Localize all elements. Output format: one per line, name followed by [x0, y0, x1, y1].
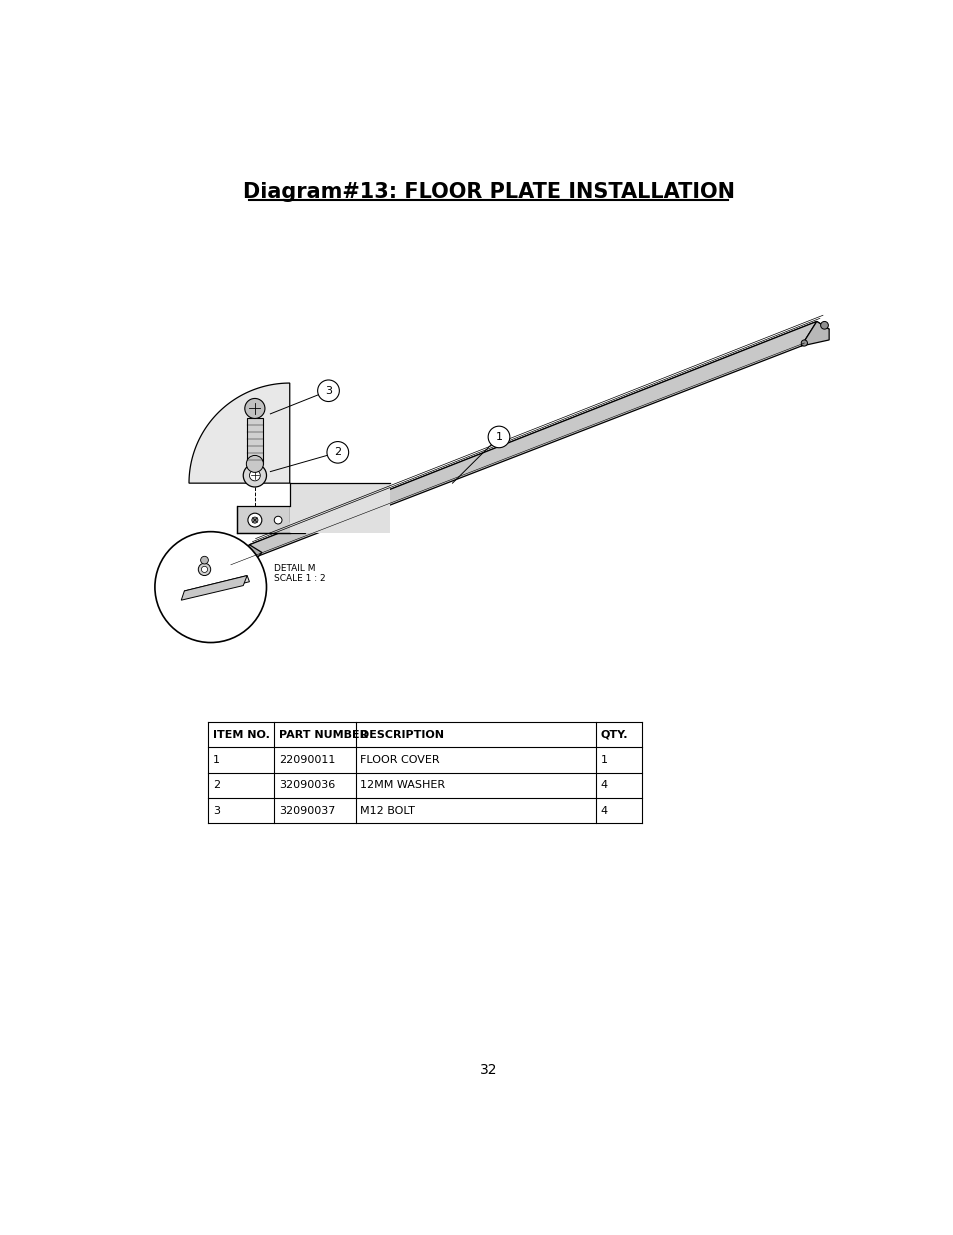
Text: 32: 32: [479, 1063, 497, 1077]
Polygon shape: [236, 506, 305, 534]
Text: Diagram#13: FLOOR PLATE INSTALLATION: Diagram#13: FLOOR PLATE INSTALLATION: [243, 182, 734, 203]
Text: 2: 2: [213, 781, 220, 790]
Polygon shape: [181, 576, 247, 600]
Circle shape: [488, 426, 509, 448]
Circle shape: [245, 399, 265, 419]
Text: 32090037: 32090037: [278, 805, 335, 816]
Text: 12MM WASHER: 12MM WASHER: [360, 781, 445, 790]
Circle shape: [249, 471, 260, 480]
Polygon shape: [290, 483, 390, 534]
Text: PART NUMBER: PART NUMBER: [278, 730, 368, 740]
Circle shape: [801, 340, 806, 346]
Circle shape: [274, 516, 282, 524]
Circle shape: [252, 517, 257, 524]
Text: 32090036: 32090036: [278, 781, 335, 790]
Circle shape: [154, 531, 266, 642]
Text: FLOOR COVER: FLOOR COVER: [360, 755, 439, 764]
Circle shape: [243, 464, 266, 487]
Text: 4: 4: [599, 805, 607, 816]
Circle shape: [200, 556, 208, 564]
Circle shape: [317, 380, 339, 401]
Text: QTY.: QTY.: [599, 730, 627, 740]
Polygon shape: [801, 321, 828, 346]
Text: 1: 1: [495, 432, 502, 442]
Polygon shape: [249, 321, 828, 552]
Text: M12 BOLT: M12 BOLT: [360, 805, 415, 816]
Polygon shape: [228, 545, 261, 576]
Text: DESCRIPTION: DESCRIPTION: [360, 730, 444, 740]
Circle shape: [820, 321, 827, 330]
Circle shape: [327, 442, 348, 463]
Polygon shape: [228, 321, 816, 568]
Circle shape: [198, 563, 211, 576]
Text: 22090011: 22090011: [278, 755, 335, 764]
Circle shape: [201, 567, 208, 573]
Text: 2: 2: [334, 447, 341, 457]
Text: 1: 1: [599, 755, 607, 764]
Bar: [247, 417, 262, 464]
Polygon shape: [189, 383, 290, 483]
Text: DETAIL M
SCALE 1 : 2: DETAIL M SCALE 1 : 2: [274, 564, 326, 583]
Circle shape: [246, 456, 263, 472]
Text: 3: 3: [325, 385, 332, 395]
Circle shape: [248, 514, 261, 527]
Text: ITEM NO.: ITEM NO.: [213, 730, 270, 740]
Text: 1: 1: [213, 755, 220, 764]
Text: 3: 3: [213, 805, 220, 816]
Text: 4: 4: [599, 781, 607, 790]
Polygon shape: [184, 576, 249, 597]
